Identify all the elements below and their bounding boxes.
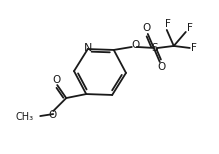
Text: O: O — [158, 63, 166, 72]
Text: O: O — [49, 110, 57, 120]
Text: S: S — [152, 43, 158, 53]
Text: N: N — [84, 43, 92, 53]
Text: O: O — [143, 23, 151, 33]
Text: O: O — [52, 75, 60, 85]
Text: F: F — [187, 23, 193, 33]
Text: F: F — [165, 19, 171, 29]
Text: O: O — [131, 41, 140, 51]
Text: F: F — [191, 43, 197, 53]
Text: CH₃: CH₃ — [15, 112, 33, 122]
